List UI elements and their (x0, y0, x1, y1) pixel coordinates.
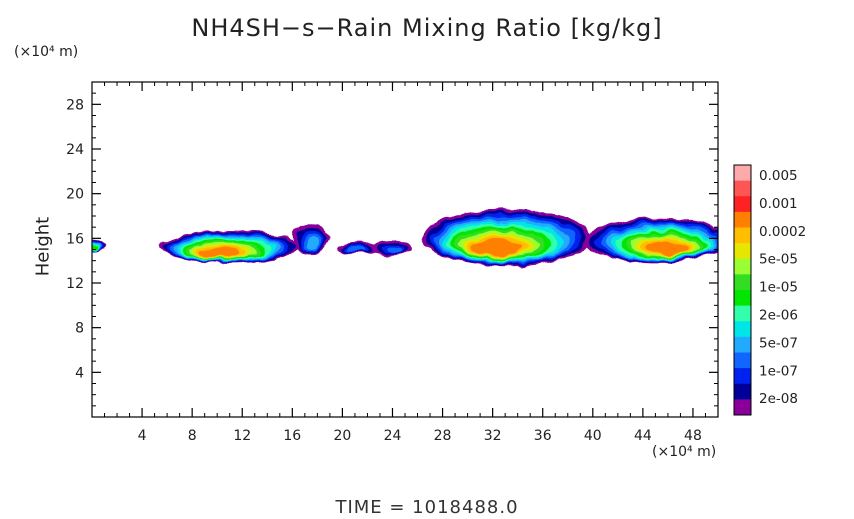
chart-title: NH4SH−s−Rain Mixing Ratio [kg/kg] (191, 14, 663, 42)
x-tick-label: 28 (434, 428, 452, 444)
x-tick-label: 24 (384, 428, 402, 444)
colorbar-label: 1e-05 (759, 280, 798, 296)
cloud-contour (386, 246, 403, 254)
colorbar-swatch (734, 227, 751, 244)
time-label: TIME = 1018488.0 (335, 497, 519, 518)
y-axis-unit: (×10⁴ m) (14, 44, 79, 60)
y-tick-label: 12 (66, 276, 84, 292)
colorbar-label: 0.0002 (759, 224, 806, 240)
colorbar-frame (733, 164, 752, 416)
y-tick-label: 20 (66, 187, 84, 203)
cloud-contour (92, 246, 98, 250)
y-tick-label: 24 (66, 142, 84, 158)
x-tick-label: 8 (188, 428, 197, 444)
colorbar-swatch (734, 352, 751, 369)
cloud-contour (305, 237, 321, 250)
colorbar-swatch (734, 165, 751, 182)
cloud-field (92, 209, 718, 267)
y-tick-label: 28 (66, 97, 84, 113)
colorbar-swatch (734, 180, 751, 197)
x-axis-unit: (×10⁴ m) (652, 444, 717, 460)
x-tick-label: 16 (283, 428, 301, 444)
colorbar-swatch (734, 196, 751, 213)
cloud-contour (646, 241, 691, 254)
x-tick-label: 32 (484, 428, 502, 444)
y-tick-label: 4 (75, 365, 84, 381)
colorbar-label: 2e-08 (759, 391, 798, 407)
colorbar-swatch (734, 368, 751, 385)
colorbar-swatch (734, 290, 751, 307)
colorbar-swatch (734, 383, 751, 400)
x-tick-label: 20 (333, 428, 351, 444)
colorbar-label: 0.005 (759, 168, 798, 184)
x-tick-label: 36 (534, 428, 552, 444)
colorbar-label: 5e-05 (759, 252, 798, 268)
colorbar-label: 1e-07 (759, 363, 798, 379)
colorbar-swatch (734, 243, 751, 260)
x-tick-label: 4 (138, 428, 147, 444)
colorbar-swatch (734, 321, 751, 338)
colorbar-label: 2e-06 (759, 308, 798, 324)
cloud-contour (198, 247, 242, 257)
colorbar-label: 5e-07 (759, 335, 798, 351)
colorbar-swatch (734, 305, 751, 322)
x-tick-label: 12 (233, 428, 251, 444)
colorbar-swatch (734, 336, 751, 353)
y-tick-label: 16 (66, 231, 84, 247)
cloud-contour (470, 239, 523, 255)
colorbar: 0.005 0.001 0.0002 5e-05 1e-05 2e-06 5e-07 1e-0… (733, 164, 806, 416)
y-tick-label: 8 (75, 321, 84, 337)
colorbar-swatch (734, 211, 751, 228)
x-tick-label: 40 (584, 428, 602, 444)
x-tick-label: 48 (684, 428, 702, 444)
colorbar-label: 0.001 (759, 196, 798, 212)
colorbar-swatch (734, 258, 751, 275)
cloud-contour (345, 246, 366, 252)
x-tick-label: 44 (634, 428, 652, 444)
colorbar-swatch (734, 274, 751, 291)
colorbar-swatch (734, 399, 751, 416)
